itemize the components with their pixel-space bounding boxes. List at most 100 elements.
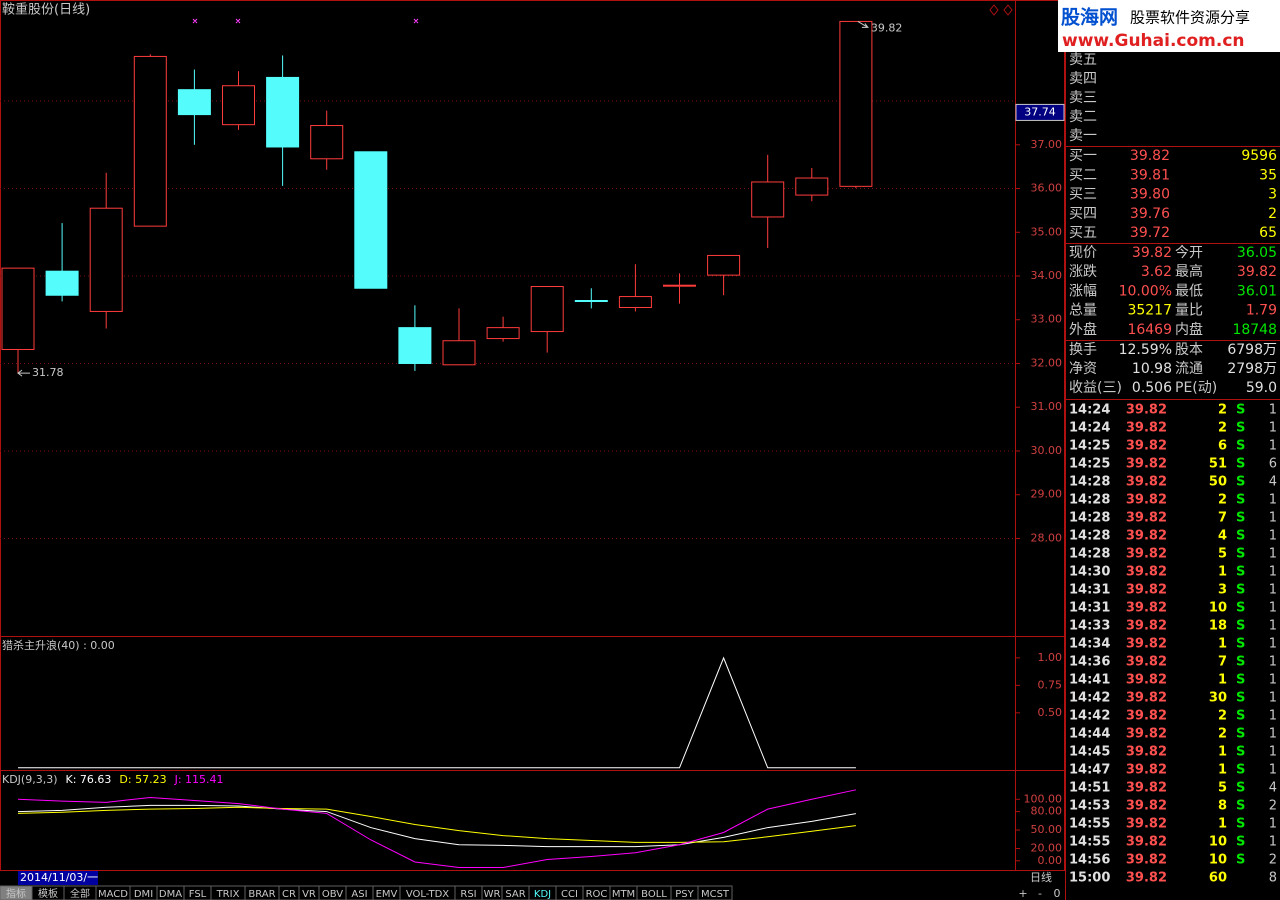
buy-level-label: 买二 — [1069, 167, 1097, 183]
tick-volume: 1 — [1218, 763, 1227, 778]
tick-price: 39.82 — [1126, 601, 1167, 616]
tick-volume: 10 — [1209, 601, 1227, 616]
tab-label[interactable]: RSI — [460, 889, 476, 900]
tick-volume: 1 — [1218, 637, 1227, 652]
tick-count: 2 — [1269, 799, 1277, 814]
indicator-line — [17, 806, 856, 843]
tick-count: 1 — [1269, 835, 1277, 850]
tick-count: 1 — [1269, 421, 1277, 436]
buy-level-volume: 2 — [1268, 206, 1277, 222]
tab[interactable] — [697, 885, 733, 900]
tick-price: 39.82 — [1126, 529, 1167, 544]
tick-volume: 4 — [1218, 529, 1227, 544]
quote-value: 35217 — [1127, 303, 1172, 319]
tab-label[interactable]: VOL-TDX — [406, 889, 449, 900]
tick-side: S — [1236, 403, 1245, 418]
tick-volume: 2 — [1218, 709, 1227, 724]
tick-count: 1 — [1269, 529, 1277, 544]
zoom-control[interactable]: + — [1018, 887, 1027, 900]
legend-entry: D: 57.23 — [119, 773, 166, 786]
quote-value: 1.79 — [1246, 303, 1277, 319]
tick-side: S — [1236, 763, 1245, 778]
tick-volume: 1 — [1218, 745, 1227, 760]
tick-side: S — [1236, 727, 1245, 742]
tick-price: 39.82 — [1126, 493, 1167, 508]
tab-label[interactable]: VR — [302, 889, 316, 900]
fundamental-label: 净资 — [1069, 361, 1097, 377]
tick-price: 39.82 — [1126, 835, 1167, 850]
fundamental-label: 股本 — [1175, 342, 1203, 358]
y-tick-label: 28.00 — [1031, 531, 1063, 544]
buy-level-volume: 9596 — [1241, 148, 1277, 164]
tick-time: 14:25 — [1069, 439, 1110, 454]
signal-marks — [192, 18, 419, 24]
tab-label[interactable]: TRIX — [216, 889, 240, 900]
tab-label[interactable]: 指标 — [6, 887, 26, 900]
tab-label[interactable]: SAR — [505, 889, 525, 900]
tab-label[interactable]: BRAR — [248, 889, 275, 900]
tab-label[interactable]: PSY — [675, 889, 694, 900]
tick-side: S — [1236, 547, 1245, 562]
tick-time: 14:55 — [1069, 817, 1110, 832]
y-tick-label: 29.00 — [1031, 488, 1063, 501]
tab-label[interactable]: DMI — [134, 889, 153, 900]
tab-label[interactable]: 全部 — [70, 887, 90, 900]
tick-side: S — [1236, 745, 1245, 760]
tab-label[interactable]: EMV — [376, 889, 398, 900]
quote-value: 18748 — [1232, 322, 1277, 338]
candle-body — [310, 125, 344, 160]
tab-label[interactable]: WR — [484, 889, 501, 900]
date-box — [18, 871, 98, 885]
candle-body — [751, 181, 785, 218]
tab-label[interactable]: MCST — [701, 889, 730, 900]
tick-volume: 5 — [1218, 781, 1227, 796]
tick-volume: 5 — [1218, 547, 1227, 562]
tick-side: S — [1236, 619, 1245, 634]
tab-label[interactable]: CR — [282, 889, 296, 900]
candle-body — [442, 340, 476, 366]
tick-price: 39.82 — [1126, 619, 1167, 634]
candle-body — [574, 300, 608, 303]
tab-label[interactable]: MTM — [612, 889, 635, 900]
tick-price: 39.82 — [1126, 817, 1167, 832]
tab-label[interactable]: MACD — [98, 889, 128, 900]
sell-level-label: 卖一 — [1069, 128, 1097, 144]
panel-header: KDJ(9,3,3) — [2, 773, 58, 786]
tick-price: 39.82 — [1126, 565, 1167, 580]
tab-label[interactable]: OBV — [322, 889, 343, 900]
zoom-control[interactable]: - — [1038, 887, 1042, 900]
quote-value: 10.00% — [1119, 283, 1172, 299]
tab-label[interactable]: FSL — [189, 889, 207, 900]
tab-label[interactable]: BOLL — [641, 889, 667, 900]
tick-time: 14:34 — [1069, 637, 1110, 652]
tab-label[interactable]: KDJ — [534, 889, 551, 900]
y-tick-label: 100.00 — [1024, 792, 1063, 805]
tick-count: 4 — [1269, 781, 1277, 796]
sell-level-label: 卖三 — [1069, 90, 1097, 106]
tick-time: 14:41 — [1069, 673, 1110, 688]
tab-label[interactable]: ROC — [586, 889, 608, 900]
low-marker-arrow — [17, 369, 30, 377]
tab-label[interactable]: CCI — [561, 889, 578, 900]
quote-label: 涨幅 — [1069, 283, 1097, 299]
tick-count: 1 — [1269, 403, 1277, 418]
tab-label[interactable]: DMA — [159, 889, 182, 900]
fundamental-label: 流通 — [1175, 361, 1203, 377]
y-tick-label: 32.00 — [1031, 356, 1063, 369]
y-tick-label: 35.00 — [1031, 225, 1063, 238]
tick-price: 39.82 — [1126, 457, 1167, 472]
tab-label[interactable]: 模板 — [38, 887, 58, 900]
tick-time: 14:31 — [1069, 583, 1110, 598]
tick-volume: 30 — [1209, 691, 1227, 706]
tick-price: 39.82 — [1126, 673, 1167, 688]
zoom-control[interactable]: 0 — [1054, 887, 1061, 900]
candle-body — [266, 76, 300, 148]
logo-name: 股海网 — [1061, 6, 1118, 29]
tick-count: 1 — [1269, 511, 1277, 526]
tick-time: 14:28 — [1069, 547, 1110, 562]
y-tick-label: 37.00 — [1031, 138, 1063, 151]
buy-level-volume: 35 — [1259, 167, 1277, 183]
tick-time: 14:44 — [1069, 727, 1110, 742]
buy-level-price: 39.82 — [1130, 148, 1170, 164]
tab-label[interactable]: ASI — [351, 889, 367, 900]
